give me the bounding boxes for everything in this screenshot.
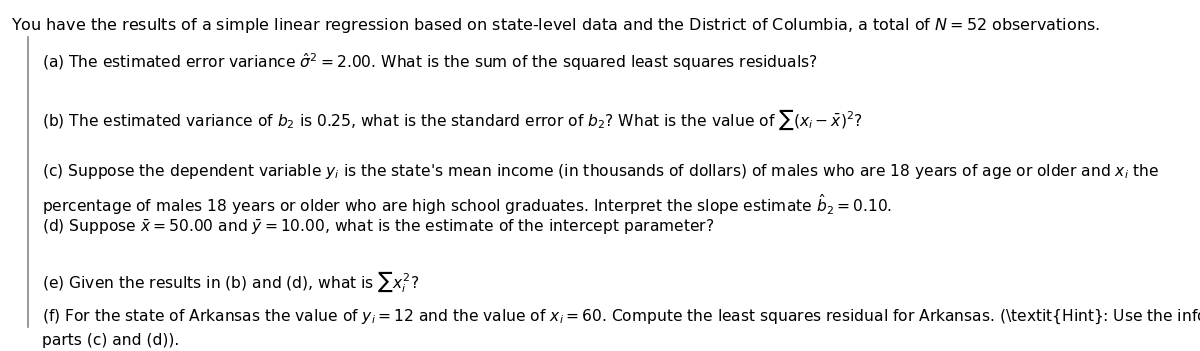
Text: (c) Suppose the dependent variable $y_i$ is the state's mean income (in thousand: (c) Suppose the dependent variable $y_i$…	[42, 163, 1159, 181]
Text: You have the results of a simple linear regression based on state-level data and: You have the results of a simple linear …	[12, 16, 1100, 35]
Text: percentage of males 18 years or older who are high school graduates. Interpret t: percentage of males 18 years or older wh…	[42, 192, 892, 217]
Text: (a) The estimated error variance $\hat{\sigma}^2 = 2.00$. What is the sum of the: (a) The estimated error variance $\hat{\…	[42, 51, 817, 73]
Text: (e) Given the results in (b) and (d), what is $\sum x_i^2$?: (e) Given the results in (b) and (d), wh…	[42, 269, 419, 294]
Text: (d) Suppose $\bar{x} = 50.00$ and $\bar{y} = 10.00$, what is the estimate of the: (d) Suppose $\bar{x} = 50.00$ and $\bar{…	[42, 218, 714, 237]
Text: (f) For the state of Arkansas the value of $y_i = 12$ and the value of $x_i = 60: (f) For the state of Arkansas the value …	[42, 307, 1200, 326]
Text: parts (c) and (d)).: parts (c) and (d)).	[42, 333, 179, 348]
Text: (b) The estimated variance of $b_2$ is 0.25, what is the standard error of $b_2$: (b) The estimated variance of $b_2$ is 0…	[42, 108, 863, 132]
